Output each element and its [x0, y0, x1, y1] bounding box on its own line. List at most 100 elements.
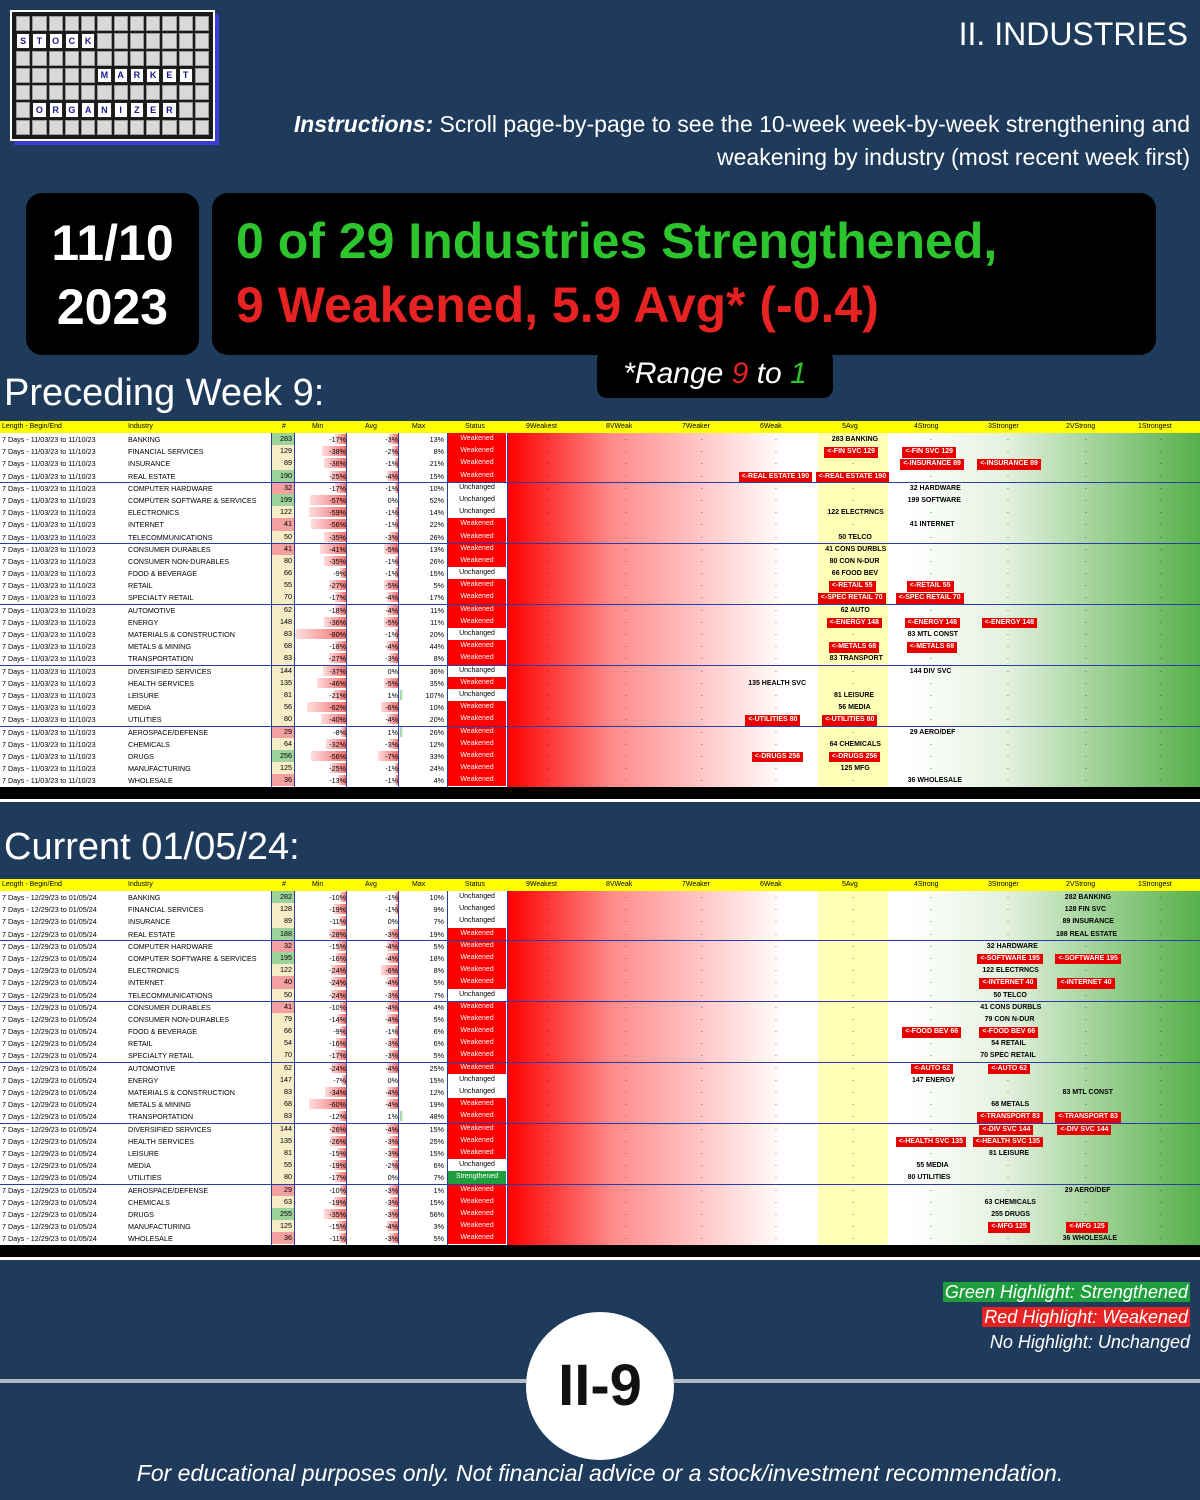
avg-cell: -4%: [385, 1124, 398, 1134]
min-bar: [337, 1013, 346, 1024]
empty-cell-dot: .: [852, 678, 854, 686]
max-cell: 15%: [429, 569, 444, 579]
max-cell: 20%: [429, 715, 444, 725]
table-row: 7 Days - 11/03/23 to 11/10/23 CHEMICALS 64…: [0, 737, 1200, 750]
max-cell: 8%: [433, 447, 444, 457]
industry-cell: WHOLESALE: [128, 776, 173, 786]
empty-cell-dot: .: [1160, 654, 1162, 662]
avg-cell: -3%: [385, 532, 398, 542]
avg-cell: -5%: [385, 678, 398, 688]
avg-cell: -7%: [385, 751, 398, 761]
empty-cell-dot: .: [548, 764, 550, 772]
empty-cell-dot: .: [625, 642, 627, 650]
min-cell: -19%: [329, 905, 346, 915]
empty-cell-dot: .: [1160, 1173, 1162, 1181]
industry-cell: LEISURE: [128, 690, 159, 700]
count-cell: 56: [272, 701, 294, 714]
avg-bar: [395, 519, 398, 530]
logo-tile: [146, 85, 161, 101]
empty-cell-dot: .: [852, 1197, 854, 1205]
max-cell: 7%: [433, 917, 444, 927]
empty-cell-dot: .: [775, 1063, 777, 1071]
empty-cell-dot: .: [548, 966, 550, 974]
industry-rank-tag: 81 LEISURE: [989, 1149, 1030, 1157]
empty-cell-dot: .: [1085, 1027, 1087, 1035]
industry-rank-tag: 41 CONS DURBLS: [980, 1003, 1042, 1011]
empty-cell-dot: .: [548, 569, 550, 577]
status-cell: Weakened: [448, 640, 506, 653]
logo-letter: R: [48, 102, 63, 118]
logo-tile: [113, 85, 128, 101]
max-cell: 26%: [429, 532, 444, 542]
empty-cell-dot: .: [1007, 905, 1009, 913]
industry-rank-tag: <-METALS 68: [828, 642, 880, 653]
avg-cell: -2%: [385, 1161, 398, 1171]
empty-cell-dot: .: [852, 483, 854, 491]
period-cell: 7 Days - 12/29/23 to 01/05/24: [2, 1124, 97, 1134]
empty-cell-dot: .: [1085, 776, 1087, 784]
avg-cell: -5%: [385, 617, 398, 627]
table-header: Length - Begin/End Industry # Min Avg Max Stat…: [0, 421, 1200, 433]
empty-cell-dot: .: [548, 630, 550, 637]
empty-cell-dot: .: [775, 1027, 777, 1035]
avg-bar: [386, 1013, 398, 1024]
avg-cell: -1%: [385, 630, 398, 639]
range-high: 1: [790, 357, 807, 390]
empty-cell-dot: .: [1085, 678, 1087, 686]
max-cell: 26%: [429, 727, 444, 737]
empty-cell-dot: .: [852, 966, 854, 974]
column-line: [398, 433, 399, 787]
avg-bar: [383, 677, 398, 688]
empty-cell-dot: .: [1007, 776, 1009, 784]
page-number: II-9: [526, 1312, 674, 1460]
logo-letter: E: [162, 67, 177, 84]
status-cell: Weakened: [448, 1061, 506, 1074]
min-bar: [322, 665, 346, 676]
table-row: 7 Days - 11/03/23 to 11/10/23 SPECIALTY R…: [0, 591, 1200, 604]
avg-cell: -1%: [385, 1027, 398, 1037]
avg-bar: [392, 1160, 398, 1171]
group-divider: [0, 725, 1200, 727]
industry-rank-tag: <-DRUGS 256: [828, 751, 881, 763]
logo-tile: [113, 119, 128, 135]
table-row: 7 Days - 11/03/23 to 11/10/23 WHOLESALE 36…: [0, 774, 1200, 787]
count-cell: 41: [272, 518, 294, 531]
column-header: 4Strong: [914, 881, 939, 888]
empty-cell-dot: .: [701, 905, 703, 913]
group-divider: [0, 1061, 1200, 1063]
table-row: 7 Days - 11/03/23 to 11/10/23 AEROSPACE/D…: [0, 725, 1200, 738]
column-line: [271, 433, 272, 787]
min-cell: -13%: [329, 776, 346, 786]
avg-bar: [392, 446, 398, 457]
industry-rank-tag: 36 WHOLESALE: [907, 777, 963, 785]
table-row: 7 Days - 12/29/23 to 01/05/24 UTILITIES 80…: [0, 1171, 1200, 1184]
logo-letter: I: [113, 102, 128, 118]
empty-cell-dot: .: [625, 593, 627, 601]
empty-cell-dot: .: [625, 1148, 627, 1156]
empty-cell-dot: .: [852, 929, 854, 937]
legend-unchanged: No Highlight: Unchanged: [989, 1332, 1190, 1352]
empty-cell-dot: .: [1160, 593, 1162, 601]
empty-cell-dot: .: [1160, 520, 1162, 528]
max-cell: 15%: [429, 1124, 444, 1134]
empty-cell-dot: .: [930, 905, 932, 913]
empty-cell-dot: .: [775, 1209, 777, 1217]
status-cell: Strengthened: [448, 1171, 506, 1184]
industry-cell: INSURANCE: [128, 459, 171, 469]
min-cell: -21%: [329, 690, 346, 700]
empty-cell-dot: .: [775, 556, 777, 564]
logo-tile: [48, 50, 63, 66]
industry-cell: WHOLESALE: [128, 1234, 173, 1244]
empty-cell-dot: .: [852, 776, 854, 784]
empty-cell-dot: .: [625, 1088, 627, 1095]
industry-cell: BANKING: [128, 893, 161, 902]
empty-cell-dot: .: [1160, 764, 1162, 772]
empty-cell-dot: .: [775, 703, 777, 711]
empty-cell-dot: .: [548, 1112, 550, 1120]
empty-cell-dot: .: [775, 1173, 777, 1181]
industry-rank-tag: 32 HARDWARE: [909, 484, 961, 492]
logo-tile: [113, 16, 128, 32]
avg-bar: [386, 641, 398, 652]
min-bar: [324, 1087, 346, 1097]
empty-cell-dot: .: [701, 1136, 703, 1144]
